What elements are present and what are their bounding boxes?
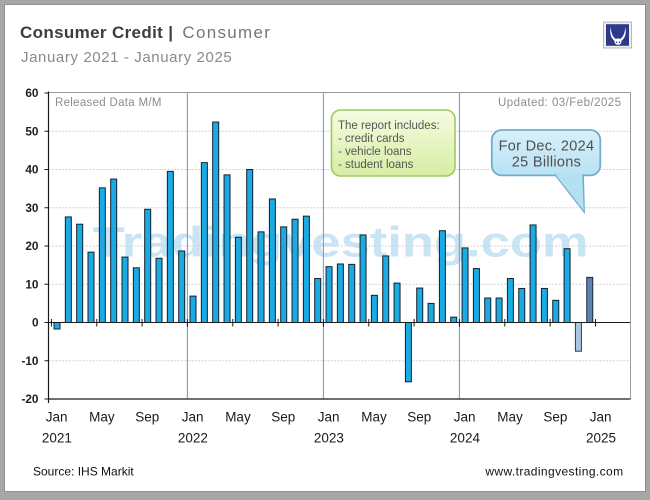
svg-text:Released Data M/M: Released Data M/M <box>55 97 162 109</box>
svg-text:For Dec. 2024: For Dec. 2024 <box>499 139 595 155</box>
svg-text:20: 20 <box>25 239 39 253</box>
svg-text:Jan: Jan <box>46 410 68 425</box>
svg-text:50: 50 <box>25 124 39 138</box>
svg-text:- student loans: - student loans <box>338 159 414 171</box>
svg-text:May: May <box>89 410 115 425</box>
svg-text:The report includes:: The report includes: <box>338 120 440 132</box>
svg-text:2024: 2024 <box>450 431 481 446</box>
svg-text:May: May <box>225 410 251 425</box>
svg-text:- credit cards: - credit cards <box>338 133 405 145</box>
svg-text:Tradingvesting.com: Tradingvesting.com <box>93 219 589 267</box>
svg-text:May: May <box>361 410 387 425</box>
svg-text:Source: IHS Markit: Source: IHS Markit <box>33 465 134 479</box>
svg-text:2021: 2021 <box>42 431 72 446</box>
svg-text:-10: -10 <box>21 354 38 368</box>
svg-text:Jan: Jan <box>182 410 204 425</box>
svg-text:30: 30 <box>25 201 39 215</box>
svg-text:2023: 2023 <box>314 431 344 446</box>
svg-text:10: 10 <box>25 277 39 291</box>
svg-text:Updated: 03/Feb/2025: Updated: 03/Feb/2025 <box>498 97 621 109</box>
svg-text:0: 0 <box>32 316 39 330</box>
svg-text:2022: 2022 <box>178 431 208 446</box>
svg-text:Sep: Sep <box>135 410 159 425</box>
svg-text:-20: -20 <box>21 392 38 406</box>
svg-text:40: 40 <box>25 163 39 177</box>
svg-text:Sep: Sep <box>271 410 295 425</box>
svg-text:www.tradingvesting.com: www.tradingvesting.com <box>484 465 623 479</box>
svg-text:Sep: Sep <box>543 410 567 425</box>
svg-text:Jan: Jan <box>590 410 612 425</box>
svg-text:25 Billions: 25 Billions <box>512 155 581 171</box>
svg-text:2025: 2025 <box>586 431 616 446</box>
svg-text:May: May <box>497 410 523 425</box>
svg-text:60: 60 <box>25 86 39 100</box>
svg-text:Jan: Jan <box>318 410 340 425</box>
svg-text:Jan: Jan <box>454 410 476 425</box>
svg-text:Sep: Sep <box>407 410 431 425</box>
svg-text:- vehicle loans: - vehicle loans <box>338 146 412 158</box>
